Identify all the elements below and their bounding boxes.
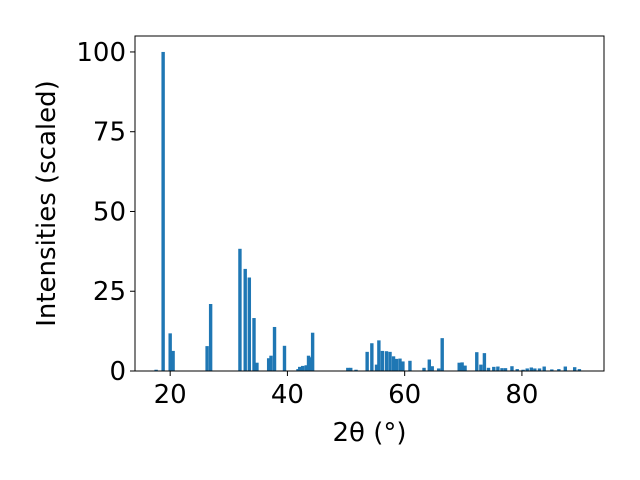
bar	[542, 366, 546, 371]
bar	[370, 343, 374, 371]
bar	[388, 351, 392, 371]
bar	[384, 351, 389, 371]
plot-frame	[134, 35, 605, 372]
bar	[503, 368, 508, 371]
bar	[354, 369, 358, 371]
bar	[430, 366, 434, 371]
bar	[482, 353, 487, 371]
x-tick-label: 40	[271, 380, 304, 410]
bar	[298, 366, 302, 371]
bar	[492, 366, 496, 371]
bar	[380, 350, 385, 371]
bar	[300, 365, 305, 371]
bar	[510, 366, 514, 371]
bar	[243, 268, 247, 371]
bar	[346, 367, 350, 371]
x-axis-label: 2θ (°)	[332, 418, 406, 448]
y-tick-label: 75	[93, 118, 126, 148]
bar	[537, 368, 542, 371]
bar	[577, 369, 582, 371]
bar	[252, 318, 256, 371]
y-tick-label: 25	[93, 277, 126, 307]
bar	[365, 351, 369, 371]
bar	[475, 352, 479, 371]
bar	[529, 367, 534, 371]
bar	[457, 362, 461, 371]
x-axis-ticks: 20 40 60 80	[154, 371, 538, 410]
bar	[496, 366, 500, 371]
y-axis-ticks: 0 25 50 75 100	[76, 38, 135, 387]
bar	[460, 362, 464, 371]
bar	[422, 367, 426, 371]
y-tick-label: 100	[76, 38, 126, 68]
bar	[401, 361, 405, 371]
bar	[296, 369, 300, 371]
bar	[306, 355, 311, 371]
bar	[550, 369, 554, 371]
bar	[208, 304, 213, 371]
bar	[486, 367, 491, 371]
x-tick-label: 20	[154, 380, 187, 410]
y-axis-label: Intensities (scaled)	[32, 80, 62, 327]
bar	[171, 350, 175, 371]
x-tick-label: 80	[505, 380, 538, 410]
bar	[398, 358, 402, 371]
bar	[521, 369, 525, 371]
y-tick-label: 0	[109, 357, 126, 387]
bar	[440, 338, 444, 371]
bar	[269, 355, 273, 371]
bar	[563, 366, 568, 371]
y-tick-label: 50	[93, 197, 126, 227]
bar	[272, 326, 277, 371]
bar	[205, 346, 209, 371]
bar	[168, 333, 172, 371]
bar	[391, 356, 396, 371]
bar	[266, 358, 271, 371]
bar	[394, 358, 399, 371]
bar	[515, 369, 519, 371]
bar	[304, 365, 308, 371]
bar	[525, 368, 529, 371]
bar	[349, 367, 353, 371]
bar	[161, 51, 165, 371]
bar	[427, 359, 431, 371]
bar	[479, 364, 483, 371]
bar	[374, 364, 379, 371]
bars-layer	[154, 51, 582, 371]
bar	[247, 277, 252, 371]
bar	[572, 367, 577, 371]
bar	[533, 368, 537, 371]
bar	[463, 365, 467, 371]
bar	[377, 340, 381, 371]
bar	[436, 368, 441, 371]
bar	[500, 368, 504, 371]
x-tick-label: 60	[388, 380, 421, 410]
bar	[309, 357, 313, 371]
bar	[310, 332, 315, 371]
bar	[408, 360, 412, 371]
bar	[282, 345, 287, 371]
bar	[557, 369, 561, 371]
bar	[238, 248, 242, 371]
bar	[154, 369, 158, 371]
bar	[255, 362, 259, 371]
